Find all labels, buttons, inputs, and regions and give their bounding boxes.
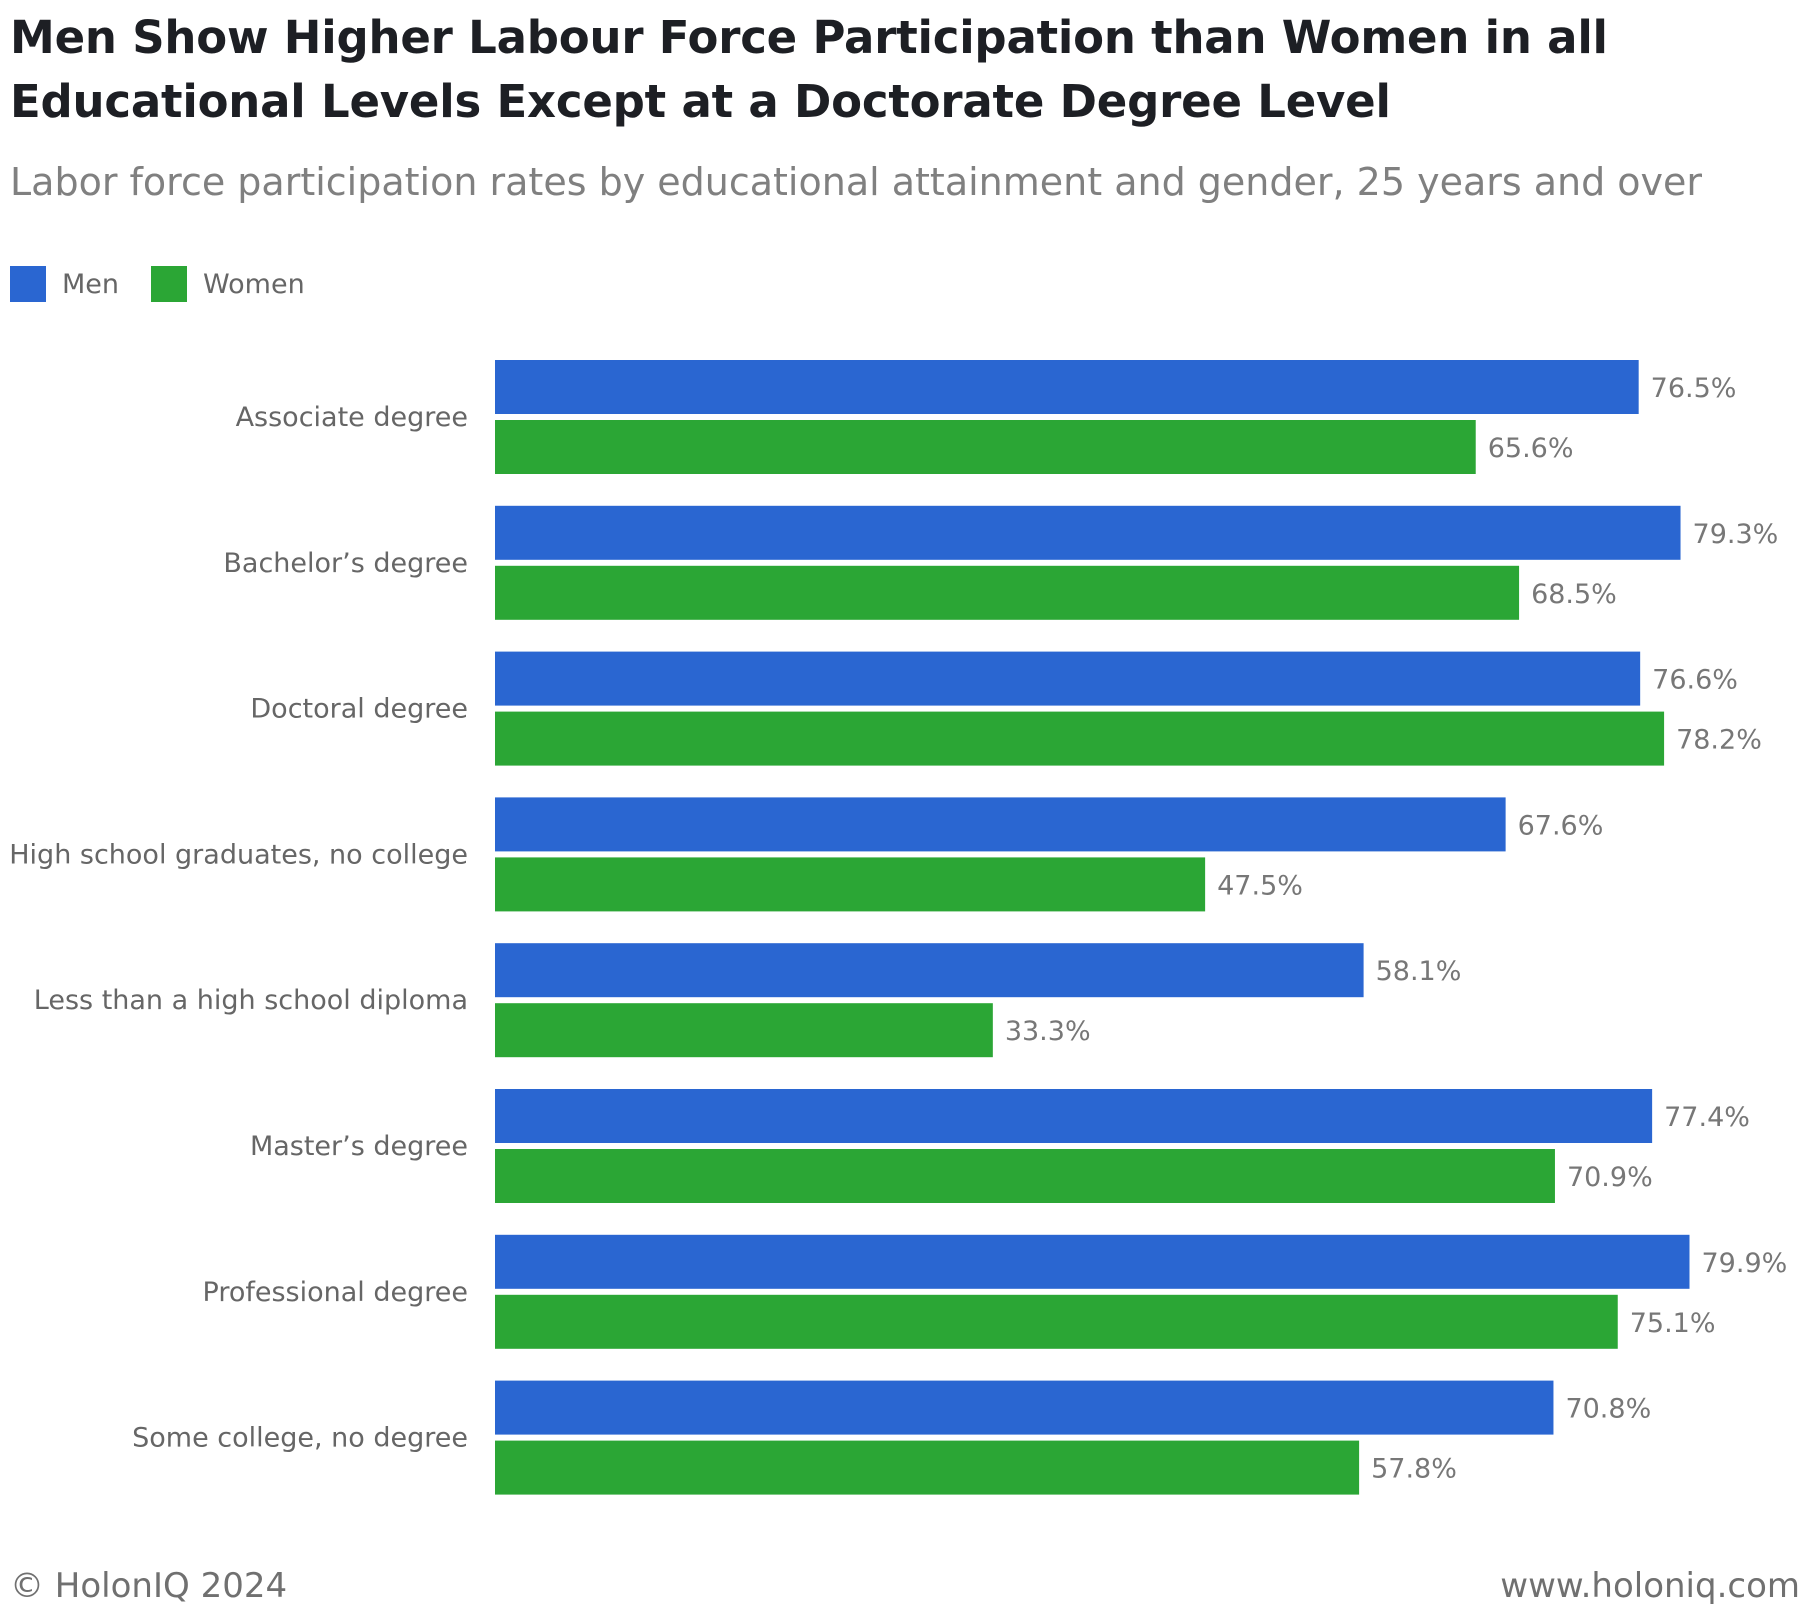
category-label: Some college, no degree — [132, 1423, 468, 1454]
value-label-men: 70.8% — [1565, 1394, 1651, 1425]
legend-label-women: Women — [203, 268, 305, 300]
category-label: Master’s degree — [250, 1131, 468, 1162]
category-group: Doctoral degree 76.6% 78.2% — [250, 651, 1762, 766]
bar-women[interactable] — [495, 1440, 1360, 1495]
value-label-women: 70.9% — [1567, 1162, 1653, 1193]
category-group: Professional degree 79.9% 75.1% — [203, 1234, 1788, 1349]
bar-men[interactable] — [495, 505, 1681, 560]
bar-men[interactable] — [495, 1089, 1653, 1143]
bar-women[interactable] — [495, 857, 1206, 912]
bar-men[interactable] — [495, 1380, 1554, 1435]
category-group: Less than a high school diploma 58.1% 33.3… — [34, 943, 1462, 1058]
chart-title: Men Show Higher Labour Force Participati… — [10, 11, 1608, 128]
category-group: Bachelor’s degree 79.3% 68.5% — [223, 505, 1779, 620]
bar-women[interactable] — [495, 711, 1665, 766]
value-label-women: 75.1% — [1630, 1308, 1716, 1339]
legend-item-women[interactable]: Women — [151, 266, 305, 302]
website-link[interactable]: www.holoniq.com — [1500, 1566, 1800, 1606]
category-label: Bachelor’s degree — [223, 548, 468, 579]
bar-men[interactable] — [495, 651, 1641, 706]
legend-swatch-men — [10, 266, 46, 302]
legend-swatch-women — [151, 266, 188, 302]
bar-chart: Associate degree 76.5% 65.6% Bachelor’s deg… — [9, 360, 1788, 1495]
bar-women[interactable] — [495, 1003, 993, 1058]
legend: Men Women — [10, 266, 337, 302]
legend-item-men[interactable]: Men — [10, 266, 119, 302]
value-label-women: 33.3% — [1005, 1016, 1091, 1047]
category-group: High school graduates, no college 67.6% 47… — [9, 797, 1604, 912]
value-label-women: 65.6% — [1488, 433, 1574, 464]
category-label: Professional degree — [203, 1277, 468, 1308]
legend-label-men: Men — [62, 268, 120, 300]
value-label-men: 76.6% — [1652, 665, 1738, 696]
category-group: Master’s degree 77.4% 70.9% — [250, 1089, 1750, 1203]
category-label: Doctoral degree — [250, 694, 468, 725]
category-label: Associate degree — [236, 402, 468, 433]
value-label-women: 47.5% — [1217, 870, 1303, 901]
category-group: Some college, no degree 70.8% 57.8% — [132, 1380, 1651, 1495]
value-label-men: 79.3% — [1693, 519, 1779, 550]
copyright-text: © HolonIQ 2024 — [10, 1566, 288, 1606]
bar-women[interactable] — [495, 1294, 1618, 1349]
value-label-men: 58.1% — [1376, 956, 1462, 987]
value-label-men: 76.5% — [1651, 373, 1737, 404]
value-label-women: 68.5% — [1531, 579, 1617, 610]
bar-men[interactable] — [495, 797, 1506, 852]
bar-women[interactable] — [495, 1149, 1555, 1203]
value-label-women: 57.8% — [1371, 1454, 1457, 1485]
category-label: Less than a high school diploma — [34, 985, 468, 1016]
bar-women[interactable] — [495, 420, 1476, 474]
bar-men[interactable] — [495, 360, 1639, 414]
chart-subtitle: Labor force participation rates by educa… — [10, 160, 1703, 204]
value-label-men: 77.4% — [1664, 1102, 1750, 1133]
category-label: High school graduates, no college — [9, 839, 468, 870]
category-group: Associate degree 76.5% 65.6% — [236, 360, 1737, 474]
value-label-men: 67.6% — [1518, 810, 1604, 841]
value-label-men: 79.9% — [1702, 1248, 1788, 1279]
bar-women[interactable] — [495, 565, 1520, 620]
bar-men[interactable] — [495, 1234, 1690, 1289]
value-label-women: 78.2% — [1676, 725, 1762, 756]
bar-men[interactable] — [495, 943, 1364, 998]
